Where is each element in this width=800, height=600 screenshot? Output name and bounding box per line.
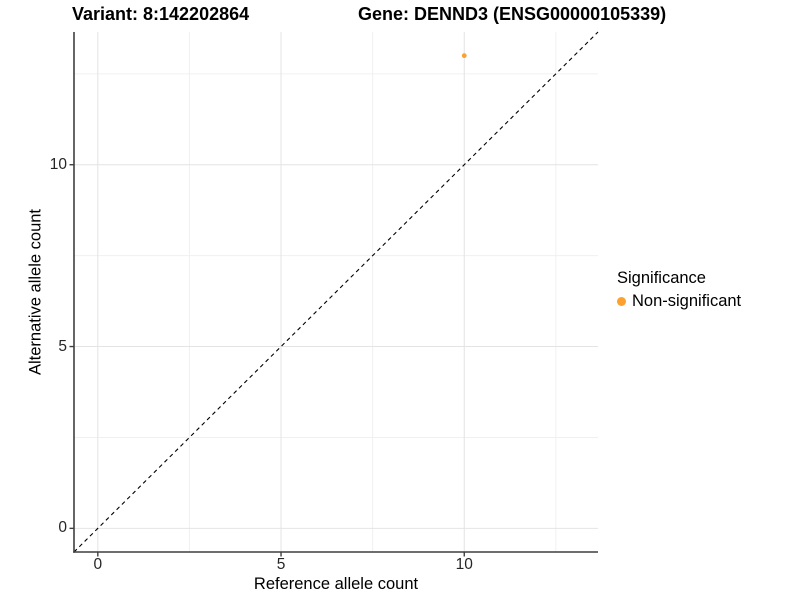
legend-item: Non-significant — [617, 292, 741, 311]
x-tick-label: 5 — [276, 556, 286, 573]
legend-item-label: Non-significant — [632, 292, 742, 310]
x-tick-label: 0 — [93, 556, 103, 573]
x-axis-title: Reference allele count — [253, 575, 419, 593]
y-axis-title: Alternative allele count — [26, 208, 45, 376]
legend: Significance Non-significant — [617, 269, 741, 311]
y-tick-label: 0 — [58, 519, 67, 537]
legend-title: Significance — [617, 269, 706, 287]
identity-line — [73, 31, 599, 553]
plot-title-variant: Variant: 8:142202864 — [72, 4, 250, 24]
y-tick-label: 5 — [58, 337, 67, 355]
plot-title-gene: Gene: DENND3 (ENSG00000105339) — [358, 4, 667, 24]
x-tick-label: 10 — [455, 556, 473, 573]
data-point — [461, 53, 467, 59]
y-tick-label: 10 — [49, 155, 67, 173]
legend-items: Non-significant — [617, 292, 741, 311]
legend-key-dot — [617, 297, 626, 306]
